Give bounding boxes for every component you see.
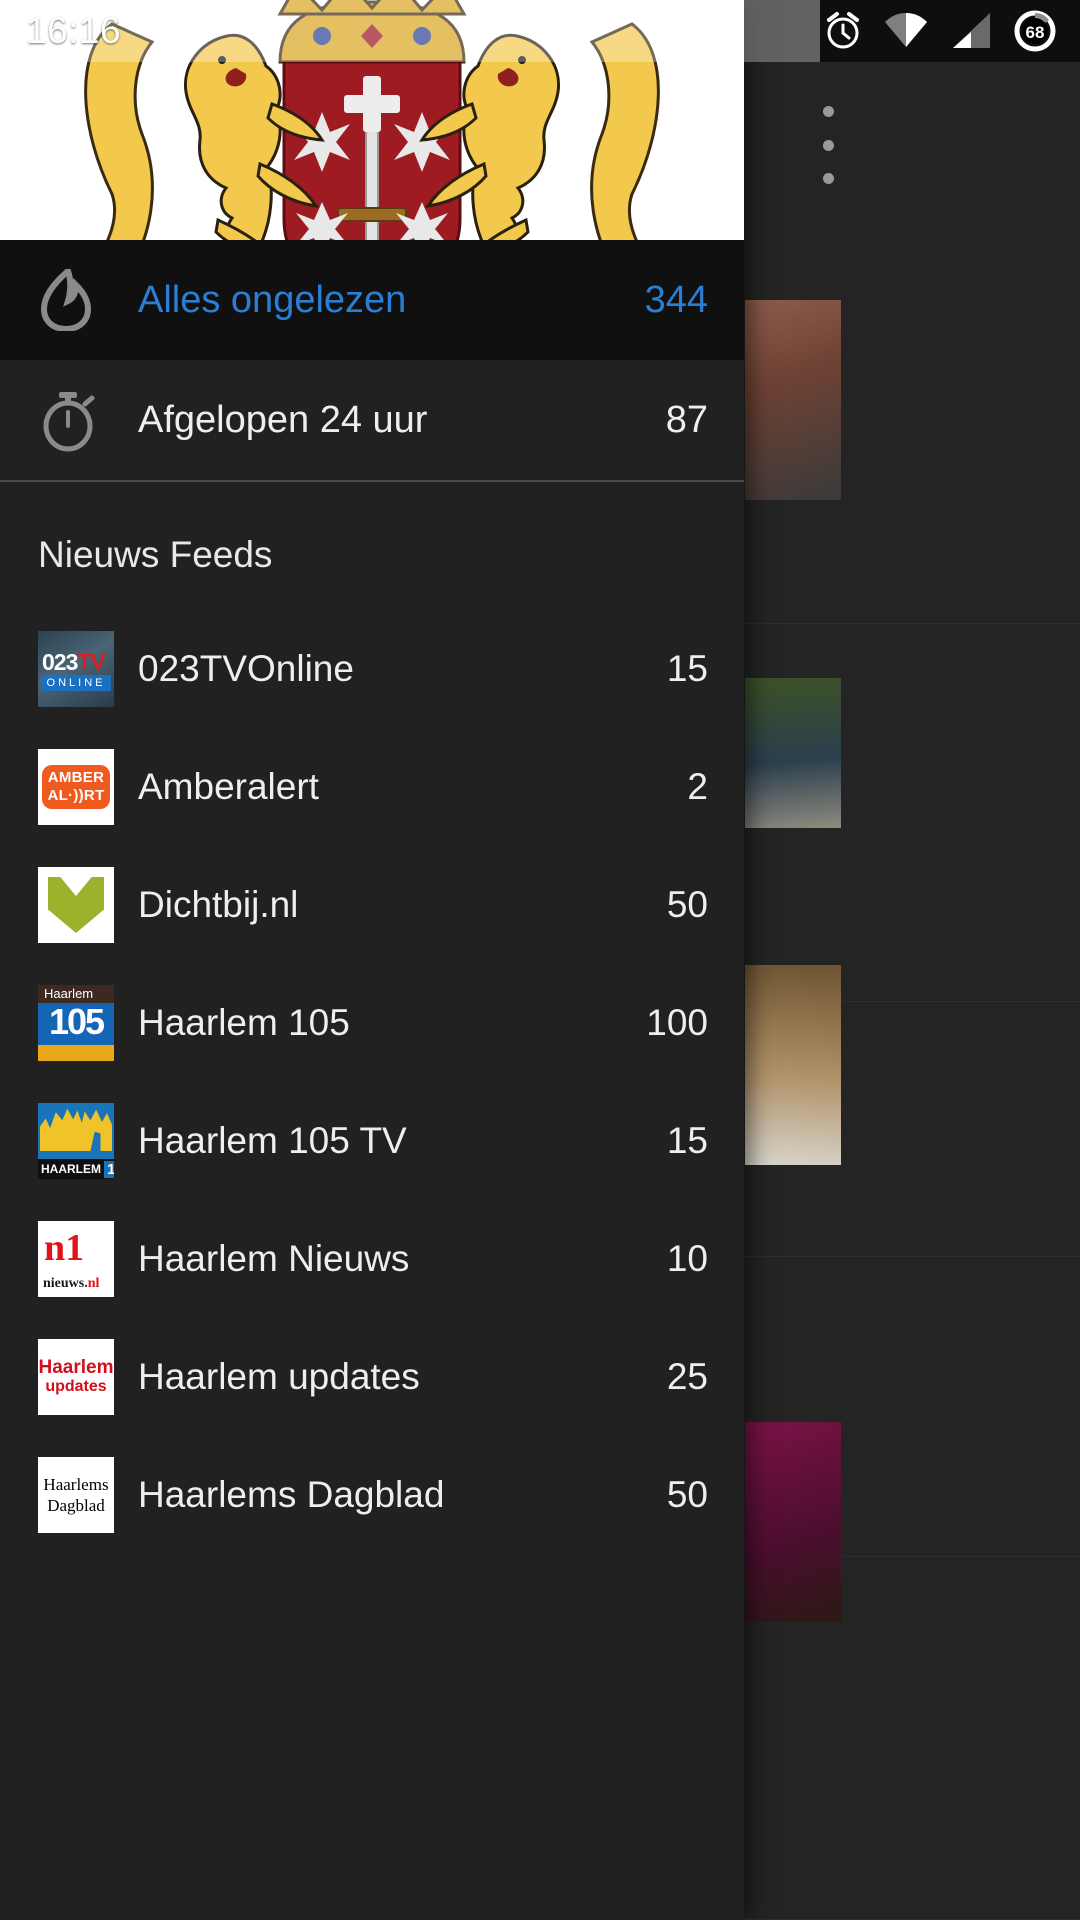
haarlem105-logo-icon: Haarlem 105: [38, 985, 118, 1061]
feed-item-count: 50: [666, 1474, 708, 1515]
logo-text-105: 105: [104, 1160, 114, 1178]
feed-item-label: Amberalert: [138, 766, 319, 807]
logo-text-amber: AMBER: [47, 769, 105, 787]
drawer-item-label: Afgelopen 24 uur: [138, 398, 428, 441]
feed-item-haarlem-updates[interactable]: Haarlem updates Haarlem updates 25: [0, 1318, 744, 1436]
feed-item-label: Haarlem 105: [138, 1002, 350, 1043]
logo-text-nieuws: nieuws.: [43, 1276, 88, 1291]
article-thumbnail[interactable]: [745, 1422, 841, 1622]
feed-item-count: 50: [666, 884, 708, 925]
nieuwsnl-logo-icon: n1 nieuws.nl: [38, 1221, 118, 1297]
drawer-item-count: 344: [644, 278, 708, 321]
feed-item-dichtbij[interactable]: Dichtbij.nl 50: [0, 846, 744, 964]
overflow-dot-icon: [822, 173, 834, 184]
feed-item-count: 25: [666, 1356, 708, 1397]
drawer-item-count: 87: [665, 398, 708, 441]
feed-item-count: 2: [687, 766, 708, 807]
feed-item-023tvonline[interactable]: 023TV ONLINE 023TVOnline 15: [0, 610, 744, 728]
logo-text-online: ONLINE: [41, 675, 111, 691]
status-clock: 16:16: [26, 10, 122, 51]
battery-icon: 68: [1012, 8, 1058, 54]
feed-item-count: 15: [666, 1120, 708, 1161]
navigation-drawer[interactable]: Alles ongelezen 344 Afgelopen 24 uur 87 …: [0, 0, 744, 1920]
haarlem105tv-logo-icon: HAARLEM 105: [38, 1103, 118, 1179]
battery-level-text: 68: [1026, 23, 1045, 42]
drawer-item-label: Alles ongelezen: [138, 278, 407, 321]
logo-text-tv: TV: [77, 649, 105, 675]
overflow-dot-icon: [822, 139, 834, 151]
logo-text-dagblad: Dagblad: [47, 1496, 105, 1515]
cellular-signal-icon: [948, 11, 992, 51]
logo-text-nl: nl: [87, 1276, 100, 1291]
drawer-section-title: Nieuws Feeds: [38, 534, 273, 575]
wifi-icon: [884, 11, 928, 51]
amberalert-logo-icon: AMBER AL·))RT: [38, 749, 118, 825]
alarm-icon: [822, 10, 864, 52]
logo-text-haarlem: Haarlem: [38, 985, 114, 1003]
feed-item-label: Haarlems Dagblad: [138, 1474, 445, 1515]
feed-item-haarlems-dagblad[interactable]: Haarlems Dagblad Haarlems Dagblad 50: [0, 1436, 744, 1554]
feed-item-haarlem105tv[interactable]: HAARLEM 105 Haarlem 105 TV 15: [0, 1082, 744, 1200]
logo-text-haarlem: HAARLEM: [41, 1162, 101, 1176]
drawer-item-afgelopen-24-uur[interactable]: Afgelopen 24 uur 87: [0, 360, 744, 480]
023tvonline-logo-icon: 023TV ONLINE: [38, 631, 118, 707]
logo-text-023: 023: [42, 649, 78, 675]
feed-item-count: 100: [646, 1002, 708, 1043]
flame-icon: [38, 269, 118, 331]
haarlemsdagblad-logo-icon: Haarlems Dagblad: [38, 1457, 118, 1533]
feed-item-count: 15: [666, 648, 708, 689]
feed-item-label: Dichtbij.nl: [138, 884, 299, 925]
logo-text-updates: updates: [45, 1378, 107, 1396]
stopwatch-icon: [38, 388, 118, 452]
dichtbij-logo-icon: [38, 867, 118, 943]
logo-text-n1: n1: [44, 1227, 85, 1269]
overflow-menu-button[interactable]: [808, 100, 848, 190]
logo-text-alert: AL·))RT: [47, 787, 105, 804]
feed-item-label: Haarlem 105 TV: [138, 1120, 407, 1161]
article-thumbnail[interactable]: [745, 300, 841, 500]
feed-item-haarlem-nieuws[interactable]: n1 nieuws.nl Haarlem Nieuws 10: [0, 1200, 744, 1318]
feed-item-label: Haarlem Nieuws: [138, 1238, 410, 1279]
logo-text-haarlem: Haarlem: [38, 1357, 114, 1379]
drawer-divider: [0, 480, 744, 482]
haarlemupdates-logo-icon: Haarlem updates: [38, 1339, 118, 1415]
feed-item-amberalert[interactable]: AMBER AL·))RT Amberalert 2: [0, 728, 744, 846]
logo-text-haarlems: Haarlems: [43, 1474, 109, 1494]
overflow-dot-icon: [822, 106, 834, 117]
logo-text-105: 105: [48, 1001, 105, 1042]
article-thumbnail[interactable]: [745, 678, 841, 828]
feed-item-label: Haarlem updates: [138, 1356, 420, 1397]
feed-item-label: 023TVOnline: [138, 648, 354, 689]
status-bar: 16:16: [0, 0, 1080, 62]
article-thumbnail[interactable]: [745, 965, 841, 1165]
feed-item-haarlem105[interactable]: Haarlem 105 Haarlem 105 100: [0, 964, 744, 1082]
drawer-item-alles-ongelezen[interactable]: Alles ongelezen 344: [0, 240, 744, 360]
feed-item-count: 10: [666, 1238, 708, 1279]
